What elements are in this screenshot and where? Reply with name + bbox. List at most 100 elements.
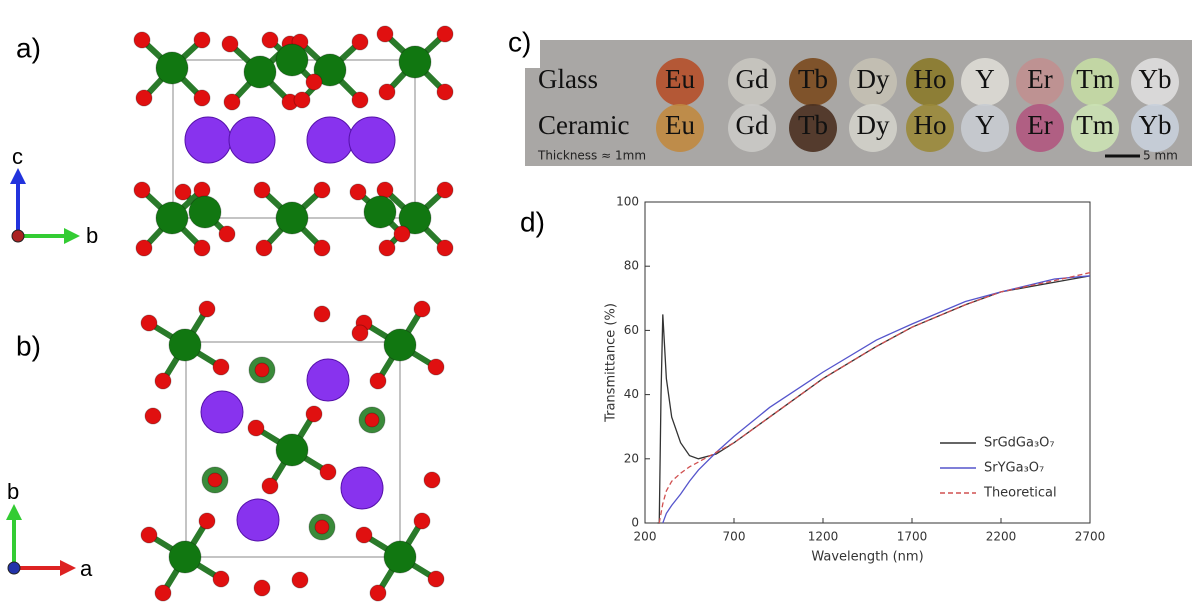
y-tick-label: 0 <box>631 516 639 530</box>
axis-name: b <box>86 223 98 248</box>
atom <box>201 391 243 433</box>
x-tick-label: 200 <box>634 530 657 544</box>
atom <box>222 36 238 52</box>
atom <box>185 117 231 163</box>
atom <box>370 585 386 601</box>
x-tick-label: 1700 <box>897 530 928 544</box>
atom <box>370 373 386 389</box>
atom <box>276 202 308 234</box>
atom <box>156 202 188 234</box>
x-tick-label: 700 <box>723 530 746 544</box>
atom <box>341 467 383 509</box>
atom <box>213 359 229 375</box>
atom <box>349 117 395 163</box>
y-tick-label: 80 <box>624 259 639 273</box>
legend-label: Theoretical <box>983 486 1057 501</box>
atom <box>237 499 279 541</box>
atom <box>314 182 330 198</box>
x-tick-label: 1200 <box>808 530 839 544</box>
atom <box>384 541 416 573</box>
atom <box>248 420 264 436</box>
atom <box>414 301 430 317</box>
atom <box>394 226 410 242</box>
atom <box>428 571 444 587</box>
panel-label: b) <box>16 330 41 361</box>
atom <box>134 182 150 198</box>
atom <box>141 527 157 543</box>
atom <box>306 406 322 422</box>
atom <box>307 359 349 401</box>
atom <box>262 32 278 48</box>
crystal-structures <box>134 26 453 601</box>
atom <box>208 473 222 487</box>
sample-label: Ho <box>914 64 947 94</box>
atom <box>365 413 379 427</box>
atom <box>156 52 188 84</box>
photo-note: Thickness ≈ 1mm <box>537 149 646 163</box>
atom <box>379 84 395 100</box>
sample-label: Gd <box>736 64 769 94</box>
atom <box>134 32 150 48</box>
atom <box>307 117 353 163</box>
atom <box>256 240 272 256</box>
atom <box>169 329 201 361</box>
atom <box>314 240 330 256</box>
atom <box>437 182 453 198</box>
legend-label: SrGdGa₃O₇ <box>984 436 1055 451</box>
sample-label: Gd <box>736 110 769 140</box>
sample-label: Dy <box>857 64 890 94</box>
sample-label: Er <box>1027 110 1052 140</box>
atom <box>292 572 308 588</box>
atom <box>320 464 336 480</box>
atom <box>352 92 368 108</box>
atom <box>194 90 210 106</box>
atom <box>194 240 210 256</box>
atom <box>437 240 453 256</box>
sample-label: Tb <box>798 110 828 140</box>
atom <box>414 513 430 529</box>
axis-indicator <box>6 168 80 576</box>
atom <box>276 434 308 466</box>
sample-label: Er <box>1027 64 1052 94</box>
atom <box>141 315 157 331</box>
atom <box>350 184 366 200</box>
atom <box>424 472 440 488</box>
atom <box>169 541 201 573</box>
atom <box>262 478 278 494</box>
atom <box>364 196 396 228</box>
atom <box>399 46 431 78</box>
sample-label: Y <box>975 64 995 94</box>
axis-name: b <box>7 479 19 504</box>
sample-label: Eu <box>665 64 695 94</box>
sample-label: Tm <box>1076 110 1114 140</box>
figure: a) b) c) d) c b b a GlassEuGdTbDyHoYErTm… <box>0 0 1192 606</box>
row-label: Glass <box>538 64 598 94</box>
y-tick-label: 60 <box>624 323 639 337</box>
atom <box>145 408 161 424</box>
atom <box>213 571 229 587</box>
atom <box>294 92 310 108</box>
scale-label: 5 mm <box>1143 149 1178 163</box>
atom <box>276 44 308 76</box>
atom <box>306 74 322 90</box>
legend-label: SrYGa₃O₇ <box>984 461 1044 476</box>
atom <box>155 373 171 389</box>
atom <box>199 513 215 529</box>
atom <box>352 34 368 50</box>
y-tick-label: 40 <box>624 387 639 401</box>
atom <box>437 84 453 100</box>
sample-label: Yb <box>1139 64 1172 94</box>
atom <box>224 94 240 110</box>
sample-label: Yb <box>1139 110 1172 140</box>
atom <box>136 240 152 256</box>
atom <box>437 26 453 42</box>
atom <box>189 196 221 228</box>
atom <box>175 184 191 200</box>
atom <box>315 520 329 534</box>
axis-name: c <box>12 144 23 169</box>
sample-label: Eu <box>665 110 695 140</box>
atom <box>352 325 368 341</box>
atom <box>199 301 215 317</box>
atom <box>244 56 276 88</box>
